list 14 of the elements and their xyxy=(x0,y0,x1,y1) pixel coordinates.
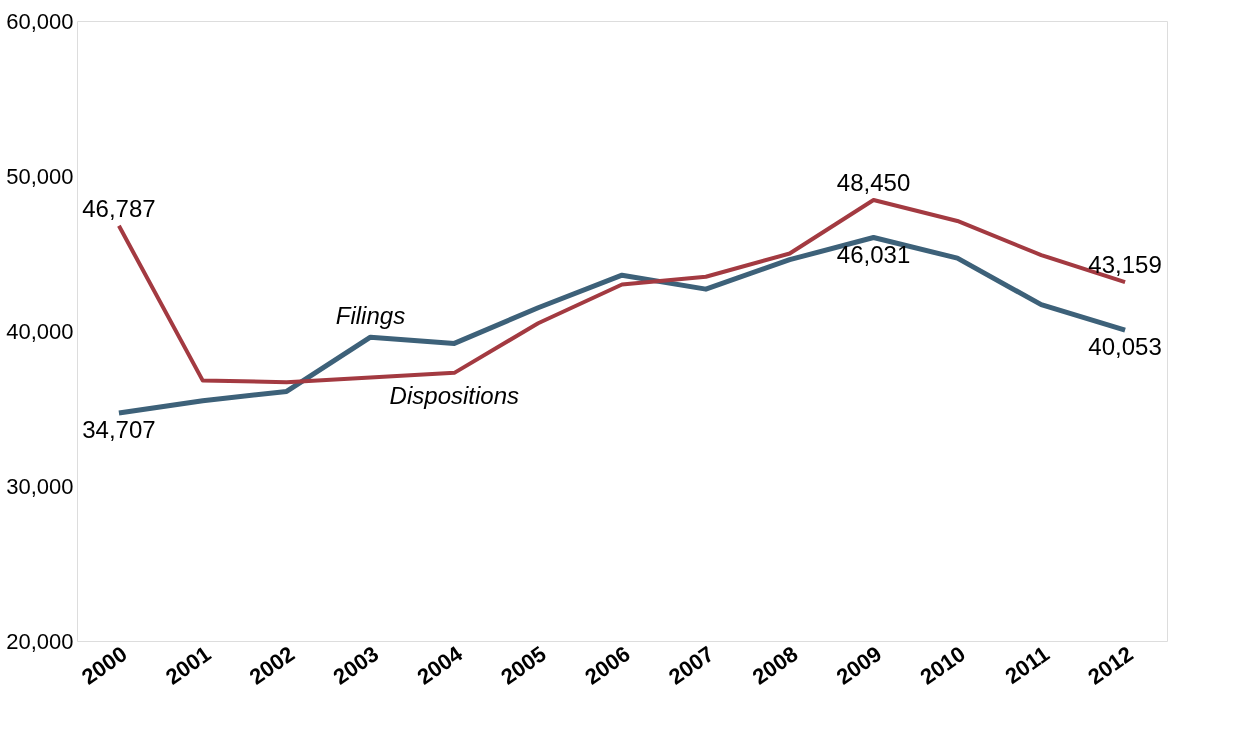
series-label: Dispositions xyxy=(389,381,519,409)
y-tick-label: 40,000 xyxy=(6,318,74,344)
series-label: Filings xyxy=(335,302,406,330)
x-tick-label: 2011 xyxy=(1000,641,1054,689)
data-label: 43,159 xyxy=(1088,251,1162,279)
y-tick-label: 30,000 xyxy=(6,473,74,499)
data-label: 48,450 xyxy=(836,169,911,197)
y-tick-label: 60,000 xyxy=(6,8,74,34)
data-label: 34,707 xyxy=(82,416,156,444)
data-label: 40,053 xyxy=(1088,333,1162,361)
y-tick-label: 20,000 xyxy=(6,628,74,654)
data-label: 46,787 xyxy=(82,194,156,222)
y-tick-label: 50,000 xyxy=(6,163,74,189)
data-label: 46,031 xyxy=(836,240,911,268)
